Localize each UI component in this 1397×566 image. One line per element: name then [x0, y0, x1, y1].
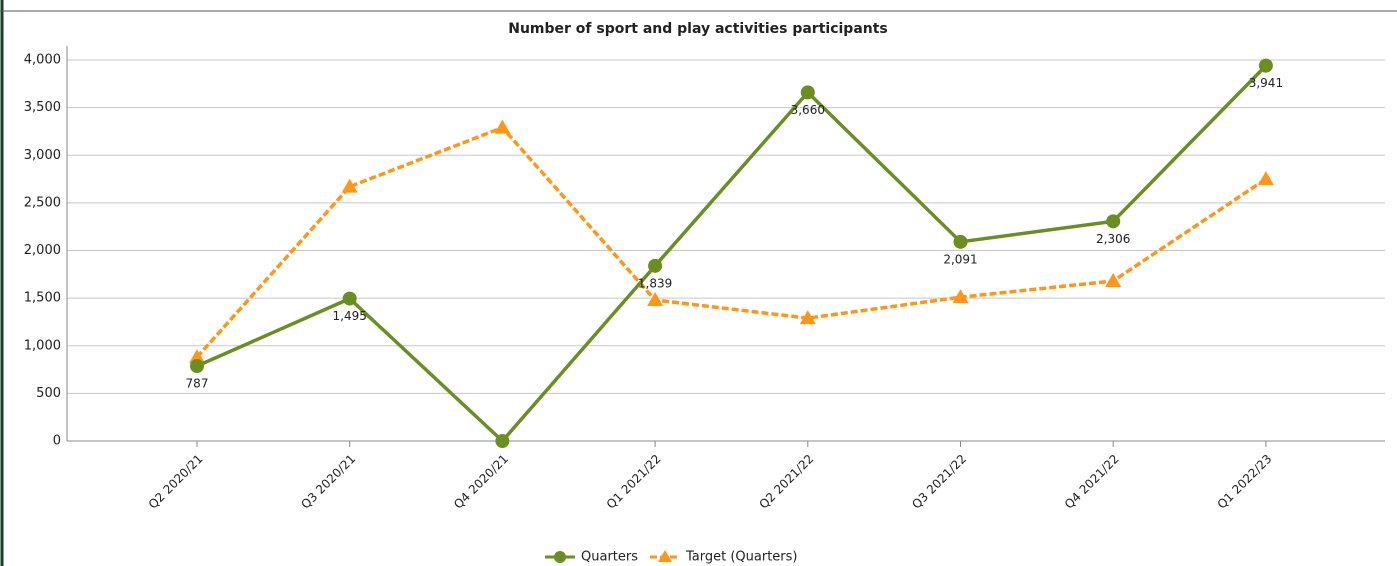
chart-title: Number of sport and play activities part… [508, 21, 888, 37]
value-label: 787 [186, 377, 209, 391]
point [647, 292, 664, 307]
legend-label: Quarters [581, 550, 638, 565]
series-line [195, 125, 1267, 359]
value-label: 3,941 [1249, 76, 1283, 90]
point [1106, 214, 1121, 229]
y-tick-label: 3,500 [24, 100, 61, 115]
point [648, 258, 663, 273]
legend-marker [658, 550, 672, 562]
value-label: 1,839 [638, 276, 672, 290]
point [190, 359, 204, 374]
value-label: 3,660 [791, 103, 825, 117]
y-tick-label: 4,000 [24, 53, 61, 68]
point [953, 234, 968, 249]
y-tick-label: 2,000 [24, 243, 61, 258]
point [494, 119, 511, 134]
value-label: 2,306 [1096, 232, 1130, 246]
point [1105, 272, 1122, 287]
y-tick-label: 0 [53, 434, 61, 449]
point [1257, 171, 1274, 186]
point [342, 291, 357, 306]
series-line [196, 64, 1268, 444]
point [189, 349, 205, 364]
legend-marker [554, 551, 566, 563]
point [799, 310, 816, 325]
point [952, 289, 969, 304]
point [800, 85, 815, 100]
y-tick-label: 2,500 [24, 195, 61, 210]
point [495, 434, 510, 448]
y-tick-label: 3,000 [24, 148, 61, 163]
point [341, 178, 358, 193]
y-tick-label: 1,500 [24, 291, 61, 306]
y-tick-label: 500 [36, 386, 61, 401]
value-label: 2,091 [943, 252, 977, 266]
y-tick-label: 1,000 [24, 338, 61, 353]
point [1258, 58, 1273, 73]
legend-label: Target (Quarters) [685, 550, 798, 565]
value-label: 1,495 [333, 309, 367, 323]
